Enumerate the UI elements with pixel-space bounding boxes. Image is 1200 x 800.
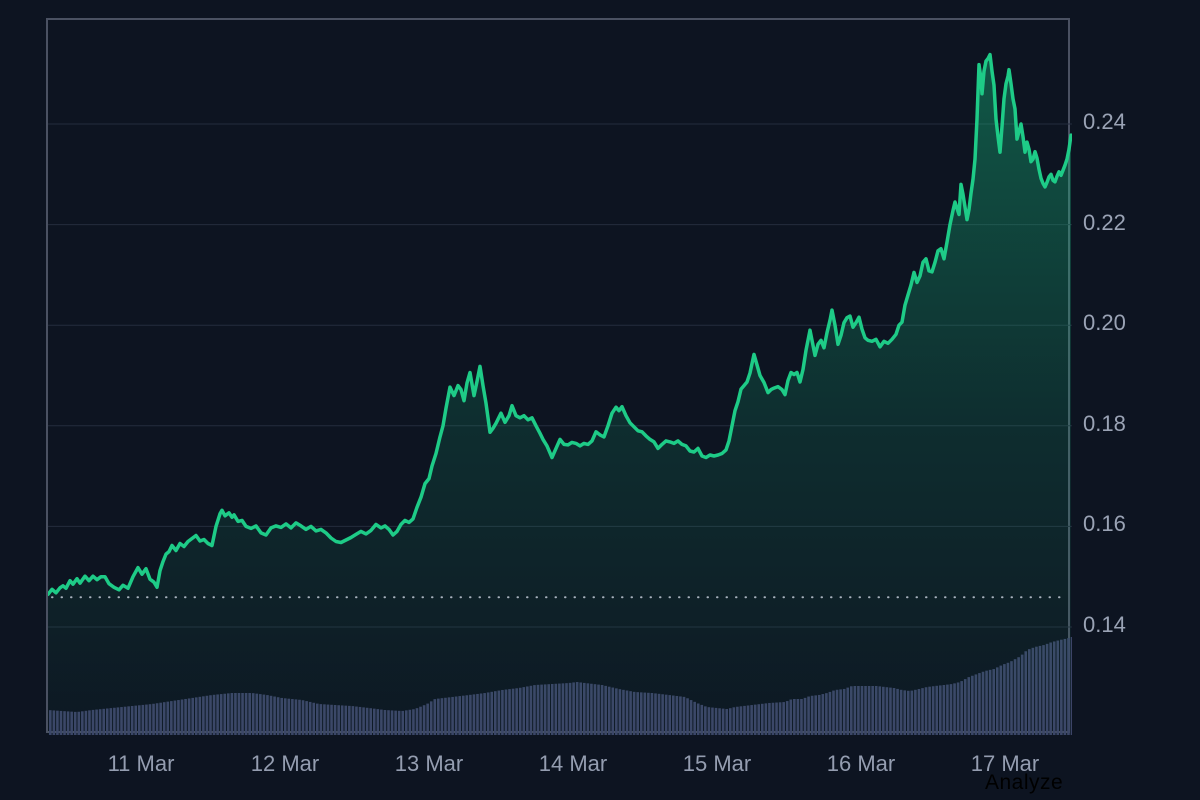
y-axis-tick-label: 0.14 xyxy=(1083,612,1126,637)
y-axis-tick-label: 0.22 xyxy=(1083,209,1126,235)
x-axis-tick-label: 16 Mar xyxy=(826,751,896,776)
x-axis-tick-label: 12 Mar xyxy=(250,751,320,776)
price-line-chart[interactable] xyxy=(48,20,1072,735)
price-line xyxy=(48,52,1072,597)
x-axis-tick-label: 17 Mar xyxy=(970,751,1040,776)
y-axis-tick-label: 0.16 xyxy=(1083,511,1126,537)
volume-bar xyxy=(1070,637,1072,735)
y-axis-tick-label: 0.24 xyxy=(1083,109,1126,134)
x-axis-tick-label: 15 Mar xyxy=(682,751,752,776)
y-axis-tick-label: 0.20 xyxy=(1083,310,1126,336)
analyze-watermark-label: Analyze xyxy=(985,771,1064,794)
price-area-fill xyxy=(48,54,1071,735)
x-axis-tick-label: 13 Mar xyxy=(394,751,464,776)
x-axis-tick-label: 11 Mar xyxy=(107,751,175,776)
price-chart-plot-area[interactable] xyxy=(46,18,1072,735)
x-axis-tick-label: 14 Mar xyxy=(538,751,608,776)
y-axis-tick-label: 0.18 xyxy=(1083,410,1126,436)
